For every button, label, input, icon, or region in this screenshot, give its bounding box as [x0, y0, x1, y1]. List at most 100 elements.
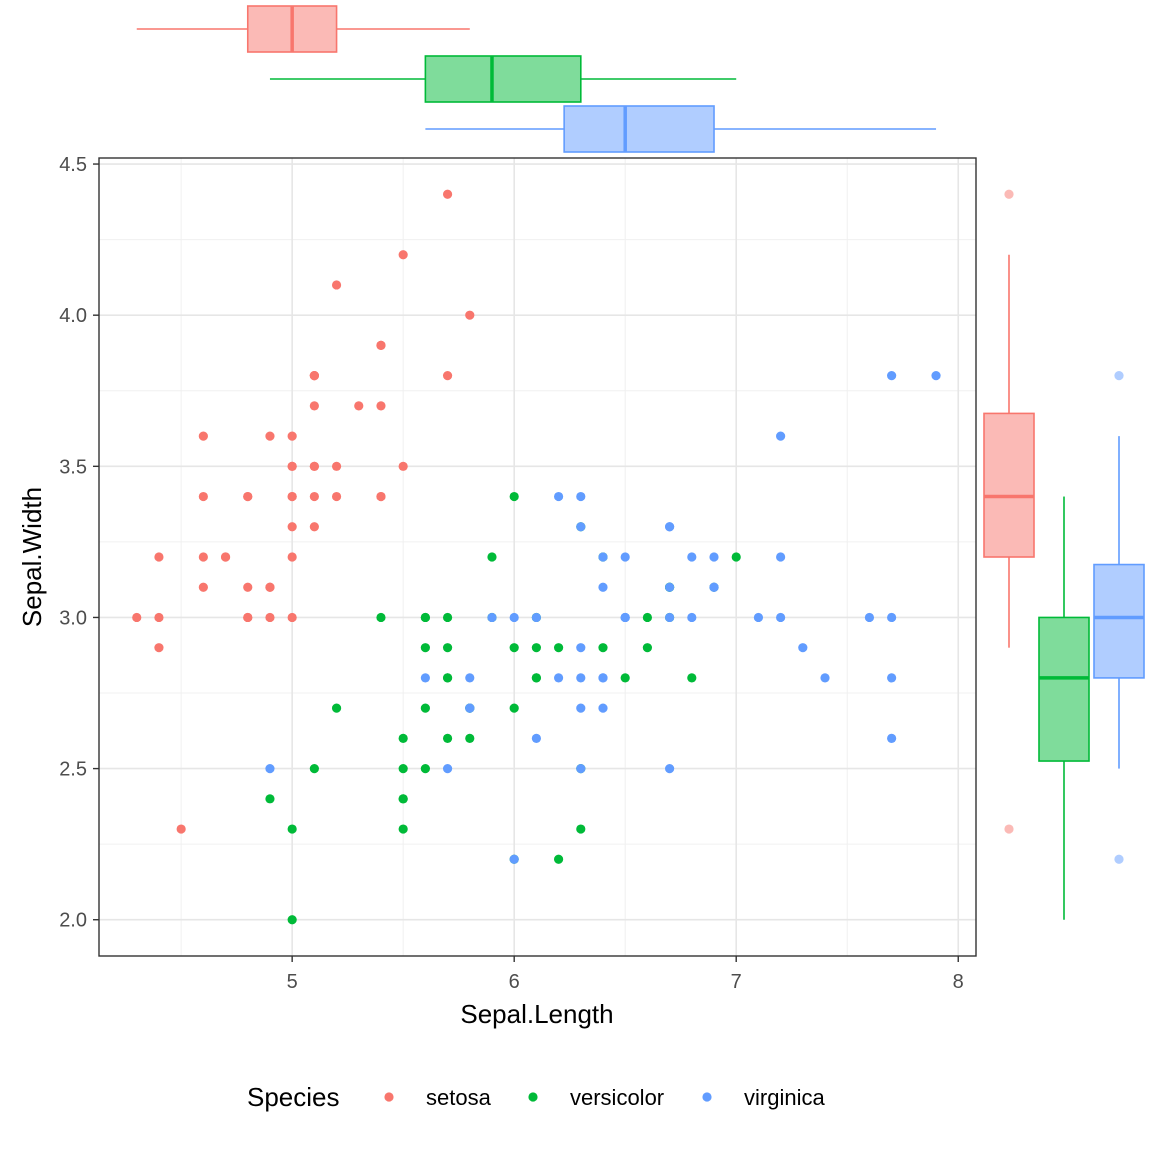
- scatter-point-setosa: [376, 340, 386, 351]
- top-marginal-boxplots: [136, 5, 937, 184]
- scatter-point-versicolor: [309, 763, 319, 774]
- scatter-point-virginica: [576, 643, 586, 653]
- right-box-virginica: [1093, 563, 1145, 679]
- y-axis: 2.0 2.5 3.0 3.5 4.0 4.5: [59, 154, 99, 932]
- scatter-point-setosa: [287, 461, 297, 471]
- scatter-point-versicolor: [598, 643, 608, 653]
- scatter-point-virginica: [776, 612, 786, 623]
- right-outlier-setosa: [1004, 189, 1014, 199]
- x-tick-label: 5: [287, 971, 298, 993]
- scatter-point-virginica: [864, 612, 875, 623]
- scatter-point-versicolor: [420, 763, 430, 774]
- scatter-point-setosa: [309, 401, 319, 411]
- scatter-point-versicolor: [331, 703, 342, 713]
- y-tick-label: 3.5: [59, 456, 87, 478]
- scatter-point-virginica: [576, 491, 586, 502]
- legend-key-setosa: [384, 1092, 394, 1102]
- scatter-point-virginica: [665, 582, 675, 592]
- y-tick-label: 3.0: [59, 607, 87, 629]
- scatter-point-virginica: [531, 612, 541, 623]
- scatter-point-versicolor: [398, 794, 408, 804]
- legend-label-versicolor: versicolor: [570, 1085, 664, 1110]
- scatter-point-setosa: [198, 552, 208, 562]
- scatter-point-versicolor: [376, 612, 386, 623]
- scatter-point-virginica: [709, 582, 719, 592]
- scatter-point-versicolor: [487, 552, 497, 562]
- scatter-point-setosa: [331, 280, 342, 290]
- scatter-point-setosa: [176, 824, 186, 834]
- scatter-point-setosa: [220, 552, 231, 562]
- scatter-point-versicolor: [642, 612, 653, 623]
- scatter-point-versicolor: [531, 673, 541, 683]
- legend-label-virginica: virginica: [744, 1085, 825, 1110]
- scatter-point-setosa: [265, 431, 275, 441]
- scatter-point-versicolor: [509, 491, 519, 502]
- scatter-point-versicolor: [531, 643, 541, 653]
- scatter-point-setosa: [154, 552, 164, 562]
- scatter-point-virginica: [598, 703, 608, 713]
- right-outlier-virginica: [1114, 371, 1124, 381]
- x-tick-label: 6: [509, 971, 520, 993]
- scatter-point-versicolor: [398, 824, 408, 834]
- scatter-point-virginica: [665, 763, 675, 774]
- scatter-point-versicolor: [287, 915, 297, 925]
- scatter-point-setosa: [265, 582, 275, 592]
- scatter-point-virginica: [420, 673, 430, 683]
- scatter-point-virginica: [620, 552, 630, 562]
- y-tick-label: 2.0: [59, 910, 87, 932]
- y-tick-label: 4.0: [59, 305, 87, 327]
- y-axis-title: Sepal.Width: [17, 487, 47, 627]
- scatter-point-setosa: [309, 461, 319, 471]
- scatter-point-versicolor: [731, 552, 741, 562]
- scatter-point-setosa: [354, 401, 364, 411]
- scatter-point-setosa: [376, 491, 386, 502]
- scatter-point-versicolor: [442, 673, 453, 683]
- scatter-point-setosa: [465, 310, 475, 320]
- scatter-point-setosa: [442, 371, 453, 381]
- legend-title: Species: [247, 1082, 340, 1112]
- scatter-point-setosa: [309, 491, 319, 502]
- scatter-point-virginica: [887, 733, 897, 743]
- scatter-point-versicolor: [442, 643, 453, 653]
- scatter-point-virginica: [776, 431, 786, 441]
- right-box-setosa: [983, 412, 1035, 558]
- scatter-point-versicolor: [398, 733, 408, 743]
- scatter-point-virginica: [931, 371, 941, 381]
- scatter-point-virginica: [665, 612, 675, 623]
- scatter-point-virginica: [598, 582, 608, 592]
- scatter-points: [132, 189, 941, 925]
- scatter-point-setosa: [198, 491, 208, 502]
- scatter-point-virginica: [531, 733, 541, 743]
- scatter-point-setosa: [331, 491, 342, 502]
- scatter-point-virginica: [576, 703, 586, 713]
- scatter-point-setosa: [243, 612, 253, 623]
- scatter-point-virginica: [442, 763, 453, 774]
- scatter-point-setosa: [198, 582, 208, 592]
- y-tick-label: 2.5: [59, 759, 87, 781]
- scatter-point-versicolor: [553, 643, 564, 653]
- scatter-point-virginica: [265, 763, 275, 774]
- scatter-point-setosa: [398, 250, 408, 260]
- scatter-point-setosa: [309, 371, 319, 381]
- scatter-point-setosa: [132, 612, 142, 623]
- scatter-point-setosa: [331, 461, 342, 471]
- x-tick-label: 8: [953, 971, 964, 993]
- legend: Species setosa versicolor virginica: [247, 1082, 825, 1112]
- scatter-point-virginica: [576, 522, 586, 532]
- scatter-point-versicolor: [442, 733, 453, 743]
- scatter-point-virginica: [820, 673, 830, 683]
- scatter-point-setosa: [287, 612, 297, 623]
- scatter-point-versicolor: [687, 673, 697, 683]
- scatter-point-virginica: [487, 612, 497, 623]
- scatter-point-versicolor: [509, 703, 519, 713]
- right-marginal-boxplots: [983, 189, 1145, 920]
- scatter-panel: [98, 157, 977, 957]
- scatter-point-virginica: [598, 673, 608, 683]
- scatter-point-virginica: [465, 673, 475, 683]
- scatter-point-virginica: [576, 763, 586, 774]
- scatter-point-virginica: [509, 612, 519, 623]
- scatter-point-setosa: [287, 552, 297, 562]
- top-box-versicolor: [424, 55, 582, 103]
